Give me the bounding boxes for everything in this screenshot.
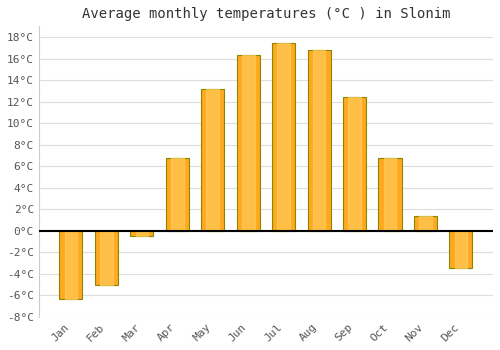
Bar [308, 50, 330, 231]
Bar [201, 89, 224, 231]
Bar [378, 158, 402, 231]
Bar [236, 55, 260, 231]
Bar [100, 231, 113, 285]
Bar [414, 216, 437, 231]
Bar [419, 216, 432, 231]
Bar [206, 89, 219, 231]
Bar [60, 231, 82, 299]
Bar [64, 231, 78, 299]
Bar [348, 97, 361, 231]
Bar [313, 50, 326, 231]
Bar [130, 231, 154, 236]
Bar [272, 43, 295, 231]
Bar [242, 55, 254, 231]
Bar [450, 231, 472, 268]
Bar [171, 158, 183, 231]
Bar [278, 43, 290, 231]
Bar [95, 231, 118, 285]
Bar [454, 231, 467, 268]
Title: Average monthly temperatures (°C ) in Slonim: Average monthly temperatures (°C ) in Sl… [82, 7, 450, 21]
Bar [384, 158, 396, 231]
Bar [136, 231, 148, 236]
Bar [343, 97, 366, 231]
Bar [166, 158, 189, 231]
